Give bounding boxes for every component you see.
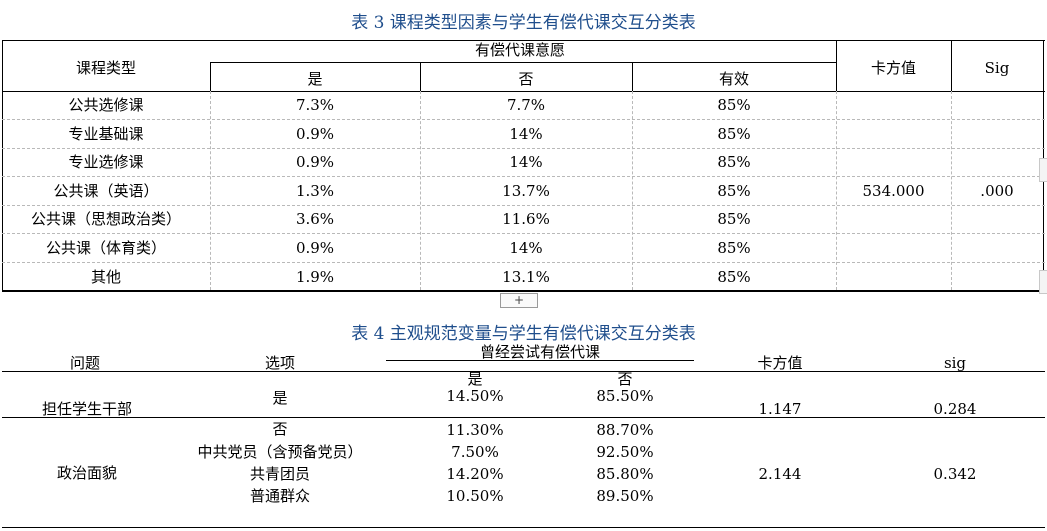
table3-col-gridline [420,91,421,290]
yes-cell: 14.50% [446,387,504,405]
no-cell: 7.7% [506,96,546,114]
no-cell: 85.50% [596,387,654,405]
yes-cell: 0.9% [295,125,335,143]
table3-row-gridline [2,262,1045,263]
table3-col-gridline [836,91,837,290]
header-question: 问题 [69,354,100,372]
no-cell: 85.80% [596,465,654,483]
column-resize-handle[interactable] [1039,158,1047,182]
no-cell: 92.50% [596,443,654,461]
course-type-cell: 公共选修课 [68,96,144,114]
question-cadre: 担任学生干部 [41,400,132,418]
table3-col-divider [632,62,633,91]
header-sig: Sig [984,59,1010,77]
yes-cell: 10.50% [446,487,504,505]
sig-value: .000 [980,182,1014,200]
option-cell: 普通群众 [249,487,310,505]
table3-col-gridline [632,91,633,290]
table3-row-gridline [2,233,1045,234]
valid-cell: 85% [717,239,751,257]
table4: 曾经尝试有偿代课 问题 选项 卡方值 sig 是 否 担任学生干部 是 14.5… [0,340,1047,531]
table3-col-divider [836,40,837,91]
table3-col-gridline [210,91,211,290]
table3-col-divider [420,62,421,91]
table4-caption: 表 4 主观规范变量与学生有偿代课交互分类表 [351,324,696,344]
header-no: 否 [617,370,633,388]
table3-row-gridline [2,119,1045,120]
table3-bottom-rule [2,290,1045,292]
table3-left-border [2,40,3,290]
header-valid: 有效 [718,70,749,88]
option-cell: 中共党员（含预备党员） [197,443,363,461]
course-type-cell: 其他 [90,268,121,286]
table3-col-divider [210,62,211,91]
header-option: 选项 [264,354,295,372]
header-yes: 是 [307,70,323,88]
valid-cell: 85% [717,182,751,200]
yes-cell: 1.9% [295,268,335,286]
table3-top-rule [2,40,1045,41]
table3-row-gridline [2,205,1045,206]
course-type-cell: 公共课（体育类） [45,239,166,257]
header-chi-square: 卡方值 [870,59,916,77]
sig-value: 0.342 [933,465,977,483]
option-cell: 共青团员 [249,465,310,483]
table3-col-gridline [951,91,952,290]
yes-cell: 0.9% [295,239,335,257]
header-tried: 曾经尝试有偿代课 [479,343,600,361]
table3-col-divider [951,40,952,91]
valid-cell: 85% [717,153,751,171]
table4-bottom-rule [2,527,1045,528]
yes-cell: 7.3% [295,96,335,114]
question-political: 政治面貌 [56,464,117,482]
cadre-group-rule [2,417,1045,418]
add-row-button[interactable]: + [500,293,538,308]
table3-caption: 表 3 课程类型因素与学生有偿代课交互分类表 [351,13,696,33]
table3: 有偿代课意愿 课程类型 是 否 有效 卡方值 Sig 公共选修课 7.3% 7.… [2,40,1047,308]
header-sig: sig [943,354,967,372]
no-cell: 88.70% [596,421,654,439]
valid-cell: 85% [717,125,751,143]
table4-header-rule [2,371,1045,372]
yes-cell: 14.20% [446,465,504,483]
valid-cell: 85% [717,96,751,114]
no-cell: 13.1% [502,268,550,286]
course-type-cell: 专业基础课 [68,125,144,143]
course-type-cell: 专业选修课 [68,153,144,171]
valid-cell: 85% [717,268,751,286]
course-type-cell: 公共课（思想政治类） [30,210,181,228]
yes-cell: 3.6% [295,210,335,228]
table3-subheader-rule [210,62,836,63]
no-cell: 14% [509,153,543,171]
yes-cell: 11.30% [446,421,504,439]
valid-cell: 85% [717,210,751,228]
table3-header-bottom-rule [2,91,1045,92]
yes-cell: 7.50% [451,443,499,461]
no-cell: 89.50% [596,487,654,505]
no-cell: 13.7% [502,182,550,200]
no-cell: 14% [509,125,543,143]
chi-square-value: 1.147 [758,400,802,418]
no-cell: 14% [509,239,543,257]
header-willingness: 有偿代课意愿 [474,41,565,59]
option-cell: 是 [272,389,288,407]
option-cell: 否 [272,420,288,438]
chi-square-value: 534.000 [862,182,925,200]
chi-square-value: 2.144 [758,465,802,483]
column-resize-handle[interactable] [1039,270,1047,294]
header-yes: 是 [467,370,483,388]
table3-row-gridline [2,176,1045,177]
course-type-cell: 公共课（英语） [53,182,159,200]
header-no: 否 [518,70,534,88]
tried-underline [386,360,694,361]
no-cell: 11.6% [502,210,550,228]
yes-cell: 1.3% [295,182,335,200]
header-course-type: 课程类型 [75,59,136,77]
table3-row-gridline [2,148,1045,149]
yes-cell: 0.9% [295,153,335,171]
header-chi-square: 卡方值 [757,354,803,372]
sig-value: 0.284 [933,400,977,418]
